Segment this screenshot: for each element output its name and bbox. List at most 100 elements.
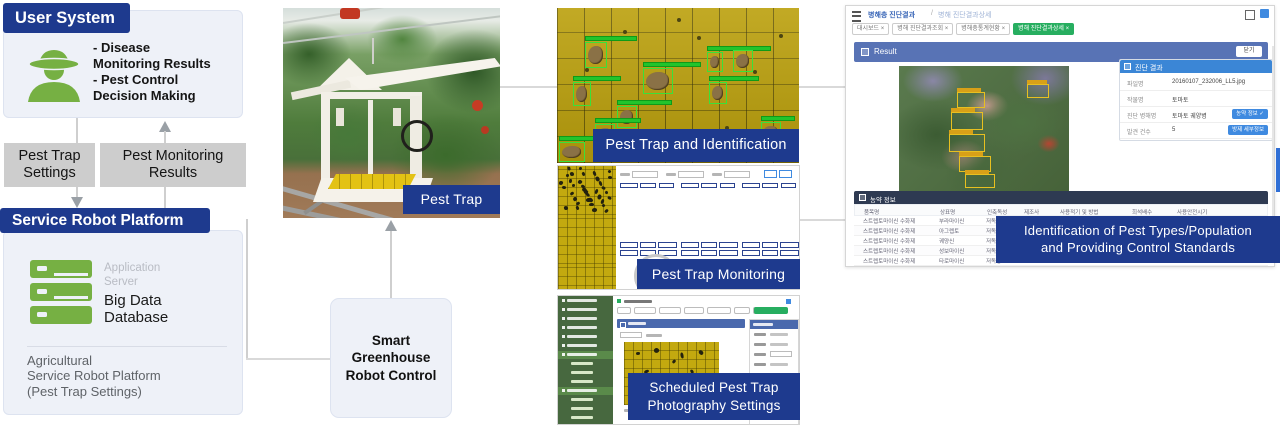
sidebar-item[interactable] xyxy=(567,299,597,302)
table-column-header: 인축독성 xyxy=(987,210,1008,216)
sidebar-item[interactable] xyxy=(571,380,593,383)
trap-thumbnail[interactable] xyxy=(558,166,616,264)
field-value: 5 xyxy=(1172,127,1176,133)
moth xyxy=(646,72,669,90)
app-icon xyxy=(617,299,621,303)
scrollbar[interactable] xyxy=(1272,46,1274,236)
card-field[interactable] xyxy=(719,250,738,256)
table-cell: 스트렙토마이신 수화제 xyxy=(863,219,916,225)
panel-action-button[interactable]: 방제 세부정보 xyxy=(1228,125,1268,135)
pesticide-table-title: 농약 정보 xyxy=(870,197,896,204)
date-select[interactable] xyxy=(620,332,642,338)
expand-icon[interactable] xyxy=(1245,10,1255,20)
sidebar-item[interactable] xyxy=(567,317,597,320)
sidebar-item[interactable] xyxy=(567,389,597,392)
tab-chip[interactable]: 병해 진단결과상세 × xyxy=(1013,23,1075,35)
sidebar-item[interactable] xyxy=(571,398,593,401)
card-field[interactable] xyxy=(658,250,677,256)
sidebar-item[interactable] xyxy=(567,308,597,311)
tab-chip[interactable] xyxy=(659,307,681,314)
tab-chip-row[interactable] xyxy=(617,307,797,315)
card-field[interactable] xyxy=(719,242,738,248)
trap-thumbnail[interactable] xyxy=(558,166,616,215)
platform-divider xyxy=(27,346,227,347)
card-field[interactable] xyxy=(761,183,779,188)
card-field[interactable] xyxy=(681,183,699,188)
close-button[interactable]: 닫기 xyxy=(1236,46,1262,57)
card-field[interactable] xyxy=(620,242,638,248)
window-icon[interactable] xyxy=(786,299,791,304)
search-button[interactable] xyxy=(764,170,777,178)
active-tab-chip[interactable] xyxy=(754,307,788,314)
panel-action-button[interactable]: 농약 정보 ✓ xyxy=(1232,109,1268,119)
tab-chip[interactable]: 대시보드 × xyxy=(852,23,890,35)
setting-value xyxy=(770,363,788,366)
table-cell: 저독성 xyxy=(986,249,1002,255)
tab-chip[interactable] xyxy=(684,307,704,314)
card-field[interactable] xyxy=(701,242,717,248)
card-field[interactable] xyxy=(640,242,656,248)
filter-input[interactable] xyxy=(632,171,658,178)
card-field[interactable] xyxy=(780,242,799,248)
sidebar-item[interactable] xyxy=(567,353,597,356)
arrow-up-icon xyxy=(159,121,171,132)
menu-bullet-icon xyxy=(562,308,565,311)
card-field[interactable] xyxy=(762,242,778,248)
tab-chip[interactable] xyxy=(617,307,631,314)
bug xyxy=(572,184,575,187)
card-field[interactable] xyxy=(620,250,638,256)
tab-bar[interactable]: 대시보드 × 병해 진단결과조회 × 병해충통계현황 × 병해 진단결과상세 × xyxy=(852,23,1252,35)
card-field[interactable] xyxy=(701,250,717,256)
filter-input[interactable] xyxy=(678,171,704,178)
card-field[interactable] xyxy=(781,183,797,188)
result-bar-title: Result xyxy=(874,47,897,56)
card-field[interactable] xyxy=(700,183,718,188)
sidebar-item[interactable] xyxy=(571,371,593,374)
arrow-down-icon xyxy=(71,197,83,208)
sidebar-item[interactable] xyxy=(571,407,593,410)
sidebar-item[interactable] xyxy=(567,335,597,338)
setting-label xyxy=(754,353,766,356)
reset-button[interactable] xyxy=(779,170,792,178)
table-cell: 스트렙토마이신 수화제 xyxy=(863,249,916,255)
card-field[interactable] xyxy=(720,183,736,188)
card-field[interactable] xyxy=(742,250,760,256)
tab-chip[interactable]: 병해충통계현황 × xyxy=(956,23,1011,35)
detection-label xyxy=(761,116,795,121)
card-field[interactable] xyxy=(762,250,778,256)
moth xyxy=(576,86,587,102)
sidebar-menu[interactable] xyxy=(558,296,613,424)
sidebar-item[interactable] xyxy=(567,326,597,329)
trap-dot xyxy=(585,68,589,72)
table-cell: 저독성 xyxy=(986,259,1002,265)
trap-roof-right xyxy=(345,58,500,90)
card-field[interactable] xyxy=(639,183,657,188)
card-field[interactable] xyxy=(659,183,675,188)
field-label: 진단 병해명 xyxy=(1127,114,1157,120)
sidebar-item[interactable] xyxy=(567,344,597,347)
tab-chip[interactable] xyxy=(707,307,731,314)
filter-input[interactable] xyxy=(724,171,750,178)
sidebar-item[interactable] xyxy=(571,362,593,365)
card-field[interactable] xyxy=(742,242,760,248)
hamburger-icon[interactable] xyxy=(852,11,861,22)
plant-detection-box xyxy=(951,112,983,130)
tab-chip[interactable] xyxy=(734,307,750,314)
app-button-icon[interactable] xyxy=(1260,9,1269,18)
card-field[interactable] xyxy=(681,242,699,248)
card-field[interactable] xyxy=(620,183,638,188)
card-field[interactable] xyxy=(681,250,699,256)
setting-value xyxy=(770,343,788,346)
sidebar-item[interactable] xyxy=(571,416,593,419)
tab-chip[interactable]: 병해 진단결과조회 × xyxy=(892,23,954,35)
trap-thumbnail[interactable] xyxy=(558,169,616,289)
setting-select[interactable] xyxy=(770,351,792,357)
detection-box xyxy=(709,82,727,104)
card-field[interactable] xyxy=(658,242,677,248)
trap-yellow-card xyxy=(328,174,416,189)
bug xyxy=(588,202,595,207)
card-field[interactable] xyxy=(742,183,760,188)
card-field[interactable] xyxy=(780,250,799,256)
tab-chip[interactable] xyxy=(634,307,656,314)
arrow-up-icon xyxy=(385,220,397,231)
